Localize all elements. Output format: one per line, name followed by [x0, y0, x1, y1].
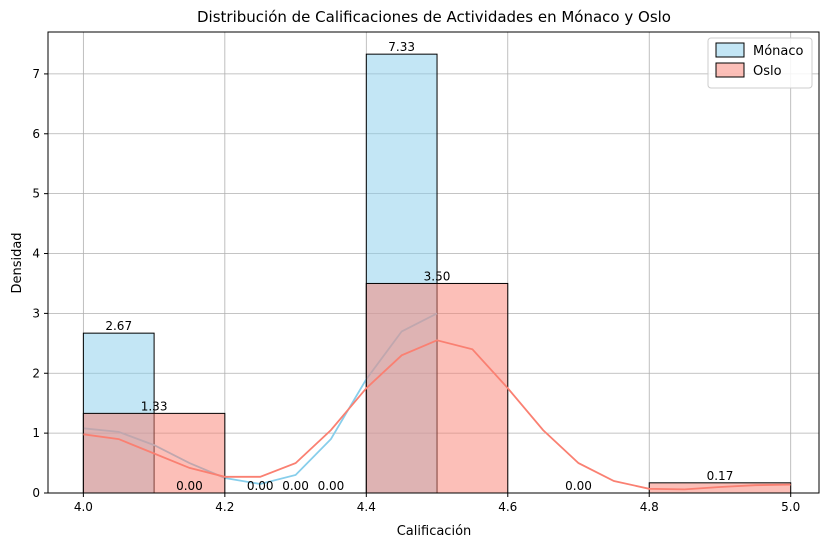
- x-tick-label: 5.0: [781, 500, 800, 514]
- oslo-kde: [83, 339, 791, 491]
- chart-title: Distribución de Calificaciones de Activi…: [197, 8, 671, 26]
- legend: Mónaco Oslo: [707, 37, 813, 89]
- axis-ticks: 4.0 4.2 4.4 4.6 4.8 5.0 0 1 2 3 4 5 6 7: [32, 67, 800, 514]
- monaco-bar-label: 2.67: [105, 319, 132, 333]
- y-tick-label: 0: [32, 486, 40, 500]
- oslo-bars: [82, 282, 792, 494]
- oslo-bar-label: 3.50: [424, 269, 451, 283]
- plot-frame: [47, 31, 820, 494]
- x-tick-label: 4.6: [498, 500, 517, 514]
- oslo-bar-label: 0.00: [282, 479, 309, 493]
- y-tick-label: 5: [32, 187, 40, 201]
- legend-swatch-monaco: [715, 42, 745, 58]
- y-tick-label: 3: [32, 306, 40, 320]
- y-tick-label: 6: [32, 127, 40, 141]
- x-tick-label: 4.0: [74, 500, 93, 514]
- bar-label-zero: 0.00: [176, 479, 203, 493]
- bar-labels: 2.67 7.33 1.33 0.00 3.50 0.00 0.17 0.00 0.00 0.00: [105, 40, 733, 493]
- oslo-bar-label: 0.00: [565, 479, 592, 493]
- oslo-bar-label: 0.17: [707, 469, 734, 483]
- legend-label-monaco: Mónaco: [753, 44, 804, 59]
- y-axis-label: Densidad: [10, 232, 25, 293]
- x-axis-label: Calificación: [397, 524, 472, 539]
- bar-label-zero: 0.00: [318, 479, 345, 493]
- x-tick-label: 4.8: [640, 500, 659, 514]
- y-tick-label: 7: [32, 67, 40, 81]
- y-tick-label: 4: [32, 247, 40, 261]
- y-tick-label: 1: [32, 426, 40, 440]
- monaco-bar-label: 7.33: [388, 40, 415, 54]
- legend-swatch-oslo: [715, 62, 745, 78]
- x-tick-label: 4.4: [357, 500, 376, 514]
- y-tick-label: 2: [32, 366, 40, 380]
- oslo-bar-label: 1.33: [141, 399, 168, 413]
- oslo-kde-line: [83, 339, 791, 491]
- legend-label-oslo: Oslo: [753, 64, 782, 79]
- bar-label-zero: 0.00: [247, 479, 274, 493]
- x-tick-label: 4.2: [215, 500, 234, 514]
- oslo-bar: [365, 282, 509, 494]
